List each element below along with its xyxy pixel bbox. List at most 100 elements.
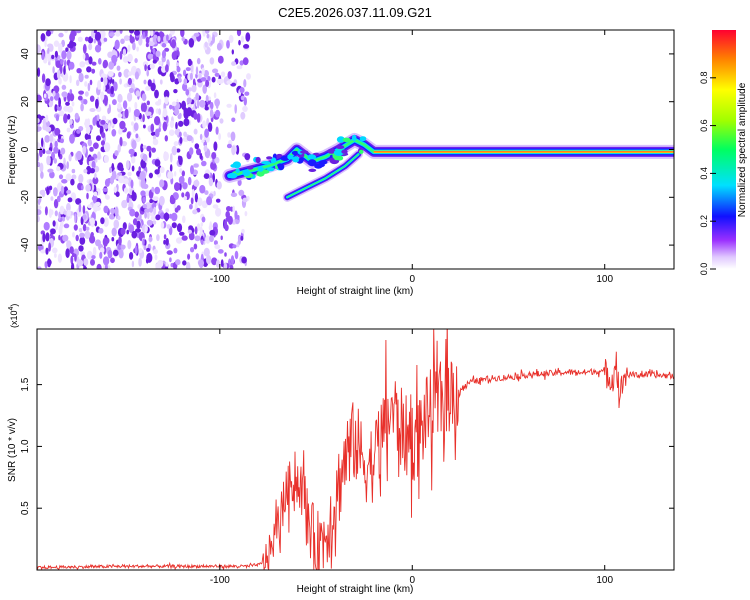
noise-speckle [142, 61, 149, 68]
noise-speckle [201, 216, 206, 223]
noise-speckle [166, 34, 169, 42]
noise-speckle [60, 138, 64, 144]
noise-speckle [138, 247, 143, 254]
noise-speckle [237, 235, 242, 245]
noise-speckle [58, 225, 63, 235]
noise-speckle [163, 234, 167, 240]
noise-speckle [102, 187, 108, 192]
noise-speckle [169, 257, 172, 263]
noise-speckle [77, 36, 83, 42]
signal-blob [255, 156, 261, 164]
spectrogram-axes: -100 0 100 -40 -20 0 20 40 [20, 30, 674, 285]
noise-speckle [212, 204, 219, 209]
noise-speckle [63, 113, 68, 124]
noise-speckle [142, 145, 147, 150]
colorbar-tick-label: 0.2 [699, 215, 709, 228]
noise-speckle [119, 78, 122, 85]
noise-speckle [108, 61, 115, 70]
noise-speckle [66, 106, 74, 113]
noise-speckle [66, 50, 72, 60]
noise-speckle [241, 228, 245, 234]
noise-speckle [135, 228, 141, 233]
noise-speckle [216, 42, 222, 51]
noise-speckle [69, 75, 72, 84]
noise-speckle [87, 204, 93, 209]
noise-speckle [155, 50, 161, 58]
noise-speckle [79, 236, 86, 245]
noise-speckle [204, 190, 209, 196]
noise-speckle [243, 97, 247, 106]
noise-speckle [108, 122, 111, 132]
noise-speckle [138, 36, 143, 46]
noise-speckle [171, 212, 178, 222]
noise-speckle [225, 211, 230, 219]
noise-speckle [58, 234, 61, 241]
secondary-track [286, 153, 359, 198]
noise-speckle [56, 166, 61, 172]
noise-speckle [65, 173, 72, 181]
noise-speckle [63, 223, 70, 229]
noise-speckle [176, 205, 181, 211]
noise-speckle [206, 254, 212, 265]
noise-speckle [199, 184, 206, 194]
noise-speckle [93, 191, 98, 197]
noise-speckle [185, 67, 191, 72]
noise-speckle [166, 250, 173, 255]
noise-speckle [121, 199, 128, 209]
noise-speckle [45, 247, 49, 255]
noise-speckle [102, 237, 109, 247]
noise-speckle [137, 204, 141, 209]
noise-speckle [199, 133, 203, 140]
noise-speckle [203, 173, 210, 180]
noise-speckle [62, 72, 69, 82]
noise-speckle [142, 102, 147, 113]
noise-speckle [37, 142, 41, 150]
signal-blob [246, 166, 254, 170]
noise-speckle [86, 118, 90, 125]
noise-speckle [152, 220, 157, 225]
noise-speckle [93, 142, 99, 149]
noise-speckle [118, 236, 122, 246]
noise-speckle [45, 53, 52, 58]
noise-speckle [100, 91, 105, 101]
noise-speckle [60, 220, 64, 228]
noise-speckle [199, 226, 203, 236]
noise-speckle [70, 178, 75, 186]
noise-speckle [170, 74, 175, 83]
noise-speckle [226, 206, 232, 212]
noise-speckle [44, 135, 50, 143]
noise-speckle [85, 226, 90, 231]
noise-speckle [175, 121, 178, 130]
noise-speckle [231, 49, 234, 55]
signal-blob [277, 163, 284, 168]
noise-speckle [119, 30, 123, 34]
noise-speckle [178, 112, 182, 119]
noise-speckle [163, 212, 170, 221]
noise-speckle [50, 228, 56, 235]
noise-speckle [230, 131, 236, 142]
noise-speckle [140, 143, 144, 153]
noise-speckle [113, 186, 118, 193]
noise-speckle [174, 78, 180, 85]
noise-speckle [58, 43, 63, 53]
noise-speckle [92, 176, 99, 185]
noise-speckle [205, 235, 211, 244]
signal-blob [280, 155, 290, 161]
signal-blob [341, 149, 348, 154]
noise-speckle [46, 155, 51, 166]
noise-speckle [90, 219, 95, 228]
noise-speckle [170, 30, 175, 36]
noise-speckle [44, 261, 48, 269]
noise-speckle [190, 247, 195, 253]
noise-speckle [243, 79, 247, 88]
x-tick-label: 0 [409, 575, 415, 586]
noise-speckle [152, 138, 159, 146]
noise-speckle [115, 30, 121, 37]
noise-speckle [103, 205, 109, 214]
noise-speckle [97, 80, 102, 90]
noise-speckle [63, 59, 67, 68]
noise-speckle [115, 191, 120, 197]
noise-speckle [193, 163, 199, 168]
y-tick-label: -40 [20, 237, 31, 252]
noise-speckle [129, 208, 136, 217]
